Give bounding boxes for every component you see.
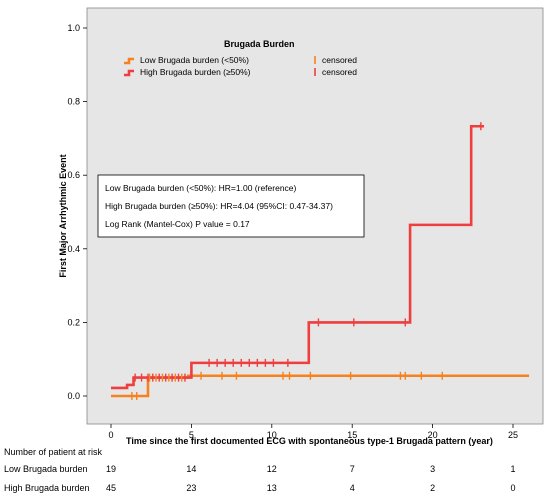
- x-tick-label: 5: [189, 430, 194, 440]
- y-axis-label: First Major Arrhythmic Event: [58, 154, 68, 277]
- risk-value: 7: [350, 464, 355, 474]
- stats-line-2: High Brugada burden (≥50%): HR=4.04 (95%…: [105, 201, 333, 211]
- risk-value: 19: [106, 464, 116, 474]
- risk-value: 2: [430, 483, 435, 493]
- legend-title: Brugada Burden: [224, 39, 295, 49]
- legend-censored-low: censored: [322, 55, 357, 65]
- y-tick-label: 0.6: [67, 170, 80, 180]
- risk-values: 19 14 12 7 3 1 45 23 13 4 2 0: [106, 464, 516, 493]
- risk-value: 0: [510, 483, 515, 493]
- risk-value: 4: [350, 483, 355, 493]
- series-line-high: [111, 124, 485, 390]
- legend-label-low: Low Brugada burden (<50%): [140, 55, 249, 65]
- risk-value: 1: [510, 464, 515, 474]
- risk-table-title: Number of patient at risk: [4, 447, 103, 457]
- legend-swatch-high: [124, 69, 134, 77]
- stats-line-1: Low Brugada burden (<50%): HR=1.00 (refe…: [105, 183, 297, 193]
- stats-box: Low Brugada burden (<50%): HR=1.00 (refe…: [97, 174, 365, 238]
- stats-line-3: Log Rank (Mantel-Cox) P value = 0.17: [105, 219, 250, 229]
- x-tick-label: 20: [428, 430, 438, 440]
- risk-row-label-high: High Brugada burden: [4, 483, 90, 493]
- y-tick-label: 1.0: [67, 23, 80, 33]
- y-tick-label: 0.8: [67, 97, 80, 107]
- risk-value: 3: [430, 464, 435, 474]
- risk-value: 12: [267, 464, 277, 474]
- legend-swatch-low: [124, 57, 134, 65]
- survival-curves: [111, 124, 530, 398]
- x-axis-label: Time since the first documented ECG with…: [126, 436, 493, 446]
- legend: Brugada Burden Low Brugada burden (<50%)…: [124, 39, 357, 77]
- y-tick-label: 0.4: [67, 244, 80, 254]
- y-tick-label: 0.0: [67, 391, 80, 401]
- x-tick-label: 0: [108, 430, 113, 440]
- legend-label-high: High Brugada burden (≥50%): [140, 67, 251, 77]
- risk-value: 14: [186, 464, 196, 474]
- x-tick-label: 15: [347, 430, 357, 440]
- y-tick-label: 0.2: [67, 317, 80, 327]
- x-tick-label: 10: [267, 430, 277, 440]
- axes: 0 5 10 15 20 25 0.0 0.2 0.4 0.6 0.8 1.0: [67, 23, 518, 440]
- risk-table: Number of patient at risk Low Brugada bu…: [4, 447, 516, 493]
- risk-value: 45: [106, 483, 116, 493]
- risk-value: 13: [267, 483, 277, 493]
- legend-censored-high: censored: [322, 67, 357, 77]
- risk-value: 23: [186, 483, 196, 493]
- risk-row-label-low: Low Brugada burden: [4, 464, 88, 474]
- x-tick-label: 25: [508, 430, 518, 440]
- censor-marks: [131, 122, 482, 400]
